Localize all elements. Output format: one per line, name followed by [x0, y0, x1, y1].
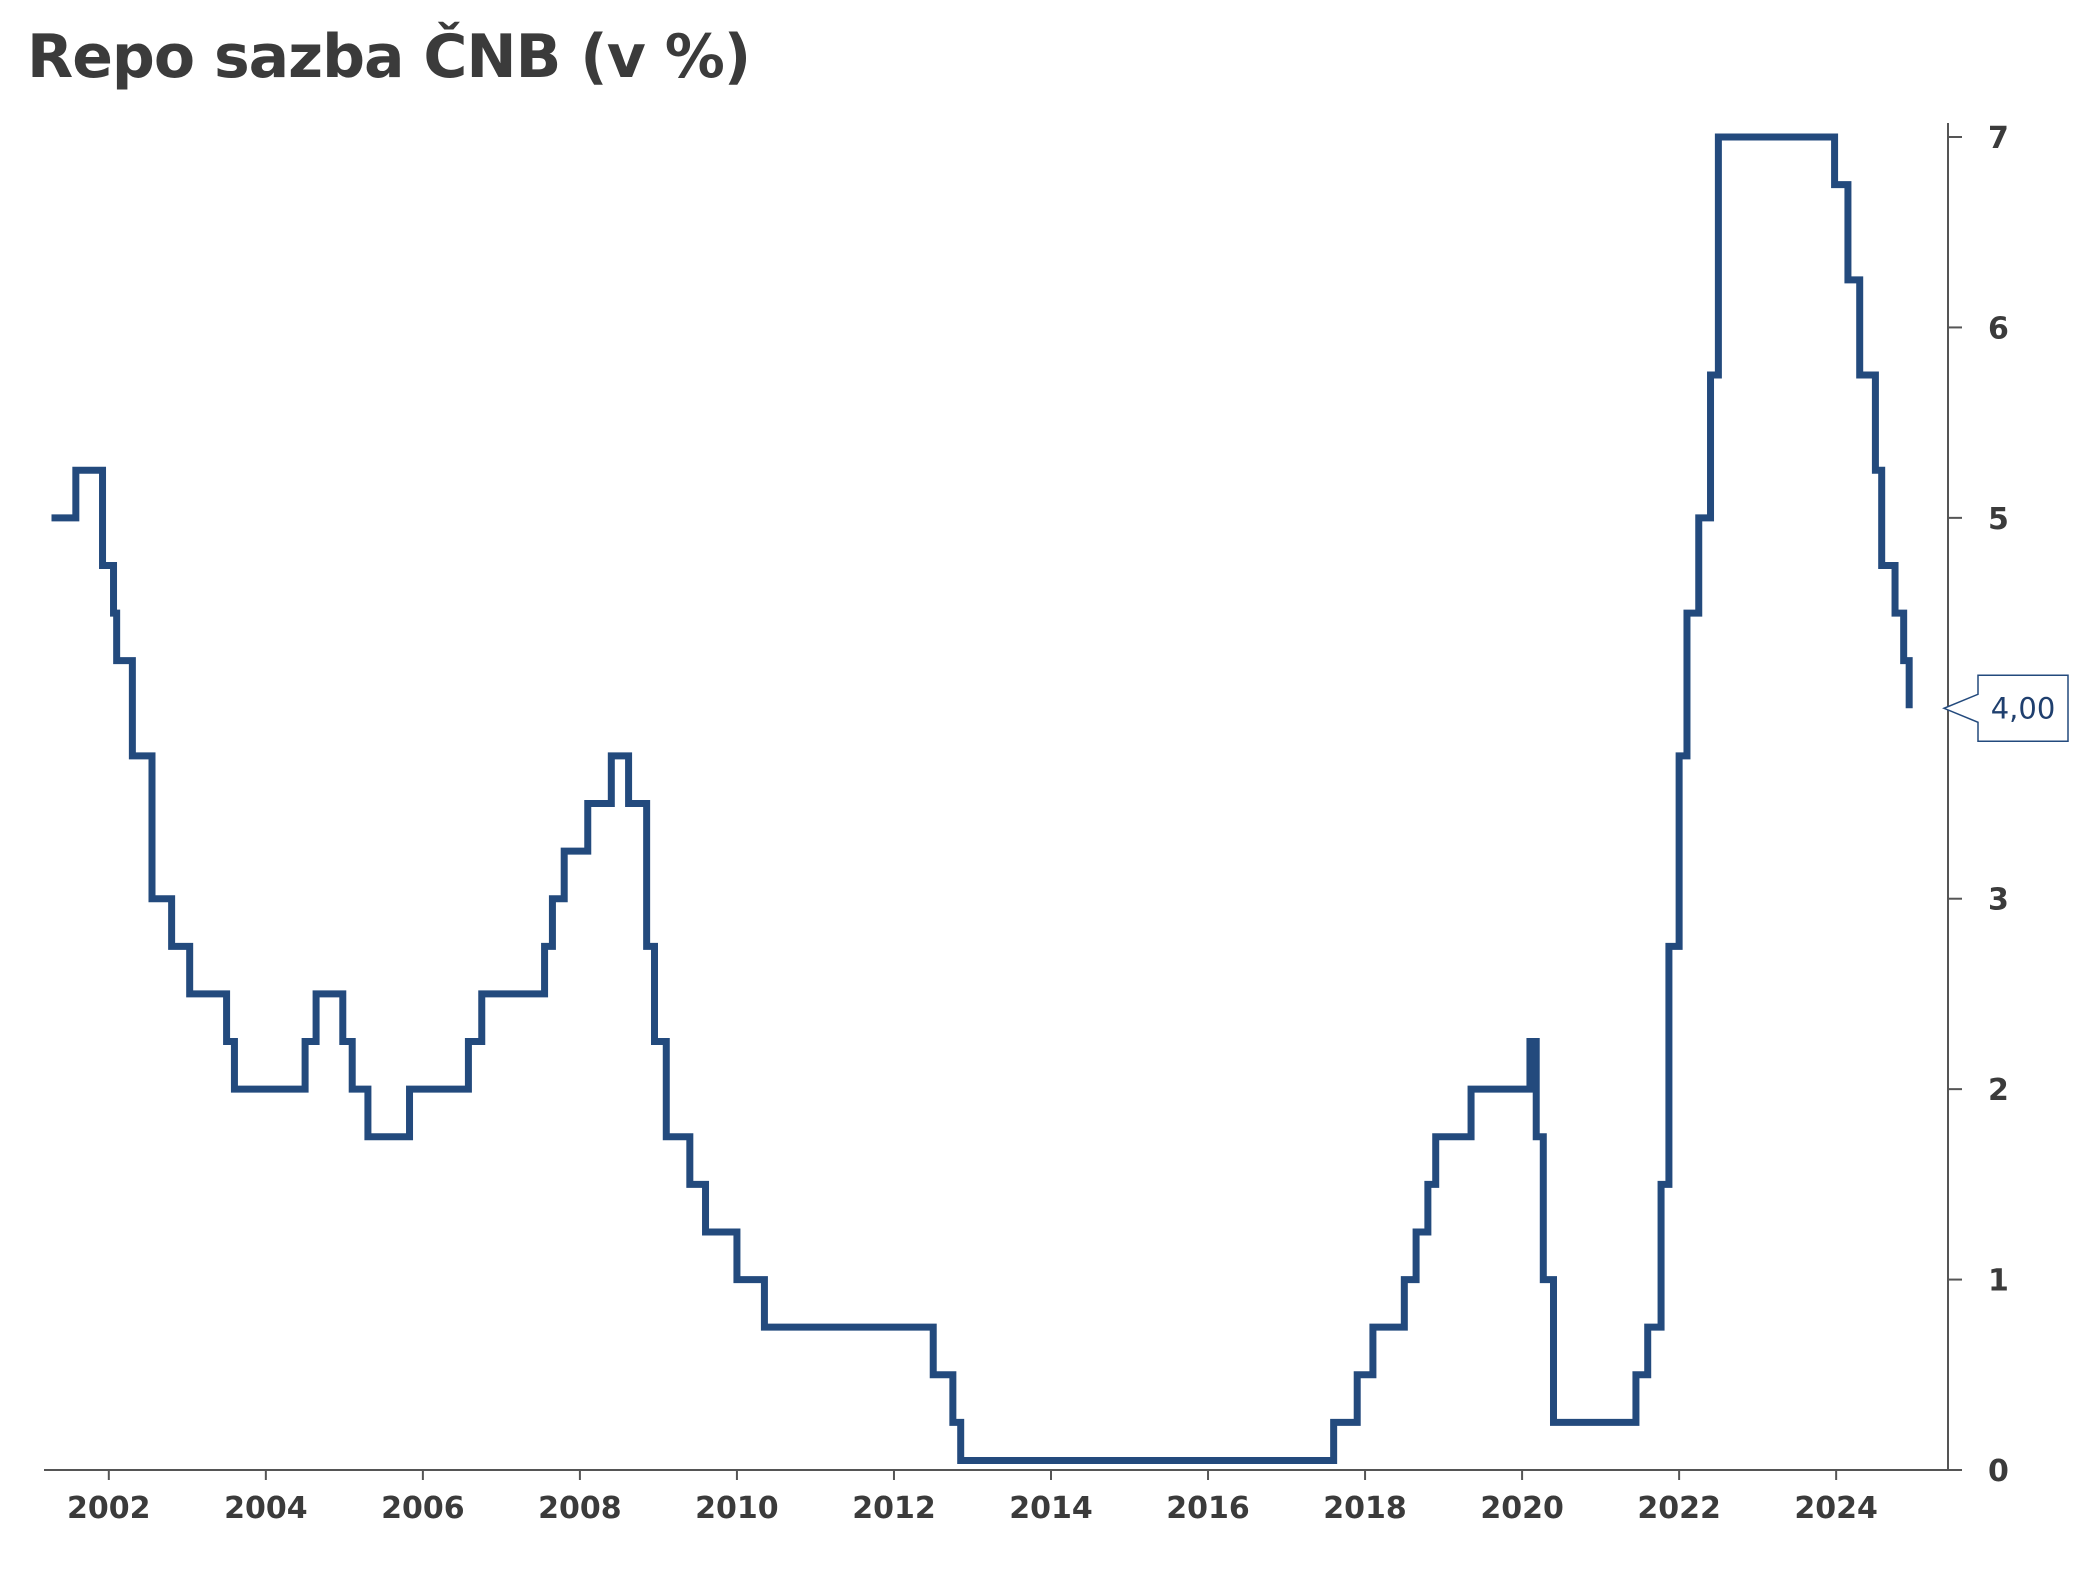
y-tick-label: 2 — [1988, 1073, 2009, 1108]
chart-title: Repo sazba ČNB (v %) — [27, 22, 751, 92]
repo-rate-line — [51, 133, 1913, 1464]
y-axis: 0 1 2 3 5 6 7 — [1947, 121, 2009, 1489]
y-tick-label: 6 — [1988, 311, 2009, 346]
x-tick-label: 2024 — [1794, 1491, 1878, 1526]
x-tick-label: 2004 — [224, 1491, 308, 1526]
x-tick-label: 2002 — [67, 1491, 151, 1526]
x-tick-label: 2012 — [852, 1491, 936, 1526]
y-tick-label: 0 — [1988, 1454, 2009, 1489]
callout-value: 4,00 — [1991, 691, 2056, 725]
x-tick-label: 2018 — [1323, 1491, 1407, 1526]
y-tick-label: 5 — [1988, 502, 2009, 537]
last-value-callout: 4,00 — [1942, 674, 2069, 743]
x-tick-label: 2006 — [381, 1491, 465, 1526]
callout-box — [1942, 674, 2069, 743]
y-tick-label: 1 — [1988, 1264, 2009, 1299]
x-tick-label: 2020 — [1480, 1491, 1564, 1526]
x-tick-label: 2014 — [1009, 1491, 1093, 1526]
x-axis: 2002 2004 2006 2008 2010 2012 2014 2016 2018 2020… — [44, 1469, 1950, 1526]
series-layer — [51, 133, 1913, 1464]
x-tick-label: 2022 — [1637, 1491, 1721, 1526]
y-tick-label: 7 — [1988, 121, 2009, 156]
x-tick-label: 2010 — [695, 1491, 779, 1526]
y-tick-label: 3 — [1988, 883, 2009, 918]
x-tick-label: 2008 — [538, 1491, 622, 1526]
x-tick-label: 2016 — [1166, 1491, 1250, 1526]
